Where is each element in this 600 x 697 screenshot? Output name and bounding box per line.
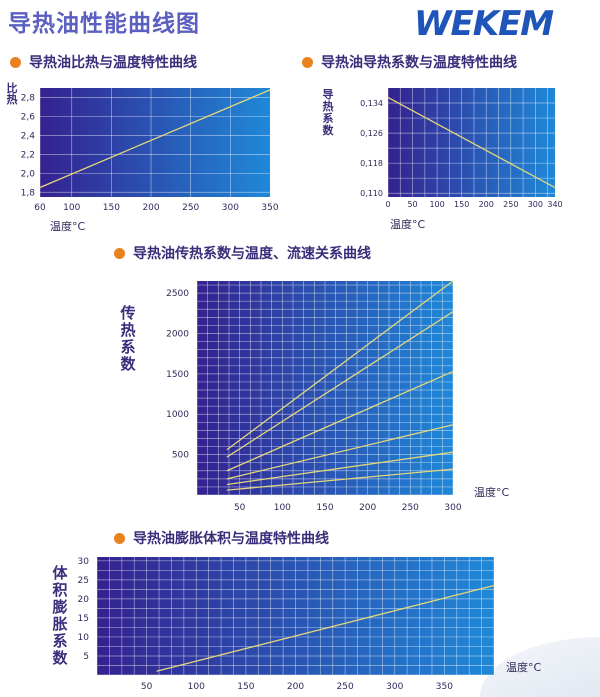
y-axis-label-char: 体 (52, 564, 68, 582)
y-tick-label: 0,118 (360, 159, 383, 168)
y-axis-label-char: 系 (323, 111, 334, 125)
y-axis-label-char: 比 (7, 81, 18, 95)
x-tick-label: 100 (274, 503, 291, 513)
x-tick-label: 50 (234, 503, 246, 513)
y-tick-label: 1000 (166, 410, 189, 420)
y-tick-label: 20 (78, 595, 90, 605)
x-tick-label: 200 (287, 682, 304, 692)
y-axis-label-char: 数 (52, 649, 68, 667)
section-title: 导热油膨胀体积与温度特性曲线 (133, 531, 329, 547)
x-tick-label: 350 (261, 203, 278, 213)
y-tick-label: 30 (78, 557, 90, 567)
y-tick-label: 0,110 (360, 189, 383, 198)
y-axis-label-char: 数 (323, 123, 335, 137)
x-tick-label: 150 (454, 200, 469, 209)
y-axis-label-char: 胀 (52, 615, 67, 633)
series-line (226, 311, 454, 458)
orange-bullet-icon (114, 533, 125, 544)
x-tick-label: 300 (528, 200, 543, 209)
y-axis-label-char: 膨 (52, 598, 67, 616)
series-line (387, 96, 556, 189)
section-heading-heat-transfer: 导热油传热系数与温度、流速关系曲线 (114, 243, 371, 263)
y-axis-label-char: 数 (120, 355, 136, 373)
y-axis-label-char: 导 (323, 88, 334, 101)
series-line (226, 451, 454, 486)
x-tick-label: 100 (429, 200, 444, 209)
x-axis-label: 温度°C (474, 485, 509, 499)
x-tick-label: 250 (337, 682, 354, 692)
y-tick-label: 0,134 (360, 99, 383, 108)
x-axis-label: 温度°C (390, 217, 425, 231)
y-tick-label: 2,6 (21, 112, 36, 122)
series-line (226, 424, 454, 480)
brand-logo: WEKEM (414, 4, 554, 44)
section-title: 导热油传热系数与温度、流速关系曲线 (133, 246, 371, 262)
x-tick-label: 150 (316, 503, 333, 513)
y-tick-label: 500 (172, 451, 189, 461)
x-tick-label: 200 (142, 203, 159, 213)
y-tick-label: 15 (78, 614, 89, 624)
y-axis-label-char: 传 (119, 304, 135, 322)
series-line (226, 468, 454, 491)
section-title: 导热油导热系数与温度特性曲线 (321, 55, 517, 71)
x-tick-label: 60 (34, 203, 46, 213)
y-axis-label-char: 热 (7, 92, 18, 106)
series-line (156, 584, 495, 672)
x-tick-label: 200 (359, 503, 376, 513)
section-heading-expansion: 导热油膨胀体积与温度特性曲线 (114, 528, 329, 548)
x-tick-label: 150 (103, 203, 120, 213)
section-heading-specific-heat: 导热油比热与温度特性曲线 (10, 52, 197, 72)
section-heading-thermal-conductivity: 导热油导热系数与温度特性曲线 (302, 52, 517, 72)
y-tick-label: 0,126 (360, 129, 383, 138)
x-tick-label: 250 (503, 200, 518, 209)
series-line (226, 280, 454, 451)
x-tick-label: 200 (479, 200, 494, 209)
x-tick-label: 50 (407, 200, 417, 209)
x-tick-label: 0 (385, 200, 390, 209)
x-tick-label: 300 (386, 682, 403, 692)
y-tick-label: 2,0 (21, 169, 36, 179)
orange-bullet-icon (302, 57, 313, 68)
x-tick-label: 300 (444, 503, 461, 513)
y-axis-label-char: 热 (120, 321, 135, 339)
x-tick-label: 150 (237, 682, 254, 692)
x-axis-label: 温度°C (506, 660, 541, 674)
x-tick-label: 350 (436, 682, 453, 692)
y-axis-label-char: 系 (52, 632, 67, 650)
x-tick-label: 100 (188, 682, 205, 692)
y-tick-label: 2000 (166, 329, 189, 339)
y-tick-label: 5 (83, 652, 89, 662)
y-tick-label: 2500 (166, 289, 189, 299)
orange-bullet-icon (10, 57, 21, 68)
y-tick-label: 25 (78, 576, 89, 586)
series-line (39, 89, 271, 189)
x-tick-label: 100 (63, 203, 80, 213)
y-axis-label-char: 热 (323, 99, 334, 113)
y-tick-label: 2,8 (21, 93, 36, 103)
y-axis-label-char: 积 (52, 581, 67, 599)
y-axis-label-char: 系 (120, 338, 135, 356)
x-tick-label: 300 (222, 203, 239, 213)
x-tick-label: 250 (402, 503, 419, 513)
x-axis-label: 温度°C (50, 219, 85, 233)
series-line (226, 370, 454, 472)
y-tick-label: 1500 (166, 370, 189, 380)
y-tick-label: 10 (78, 633, 90, 643)
y-tick-label: 2,4 (21, 131, 36, 141)
x-tick-label: 340 (547, 200, 562, 209)
orange-bullet-icon (114, 248, 125, 259)
x-tick-label: 250 (182, 203, 199, 213)
y-tick-label: 1,8 (21, 188, 36, 198)
x-tick-label: 50 (141, 682, 153, 692)
y-tick-label: 2,2 (21, 150, 35, 160)
page-title: 导热油性能曲线图 (8, 11, 200, 37)
section-title: 导热油比热与温度特性曲线 (29, 55, 197, 71)
